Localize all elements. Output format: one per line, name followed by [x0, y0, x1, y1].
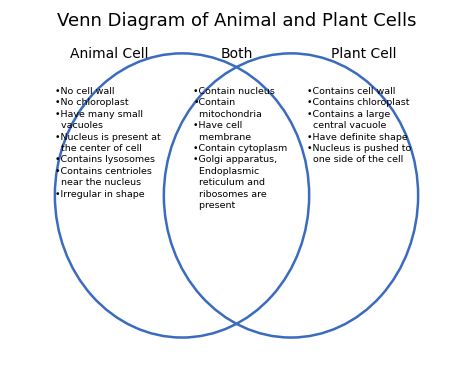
Text: •Contains cell wall
•Contains chloroplast
•Contains a large
  central vacuole
•H: •Contains cell wall •Contains chloroplas… — [307, 87, 411, 165]
Text: Venn Diagram of Animal and Plant Cells: Venn Diagram of Animal and Plant Cells — [57, 11, 416, 30]
Text: •No cell wall
•No chloroplast
•Have many small
  vacuoles
•Nucleus is present at: •No cell wall •No chloroplast •Have many… — [55, 87, 161, 199]
Text: Plant Cell: Plant Cell — [331, 47, 396, 61]
Text: Both: Both — [220, 47, 253, 61]
Text: Animal Cell: Animal Cell — [70, 47, 149, 61]
Text: •Contain nucleus
•Contain
  mitochondria
•Have cell
  membrane
•Contain cytoplas: •Contain nucleus •Contain mitochondria •… — [193, 87, 288, 210]
